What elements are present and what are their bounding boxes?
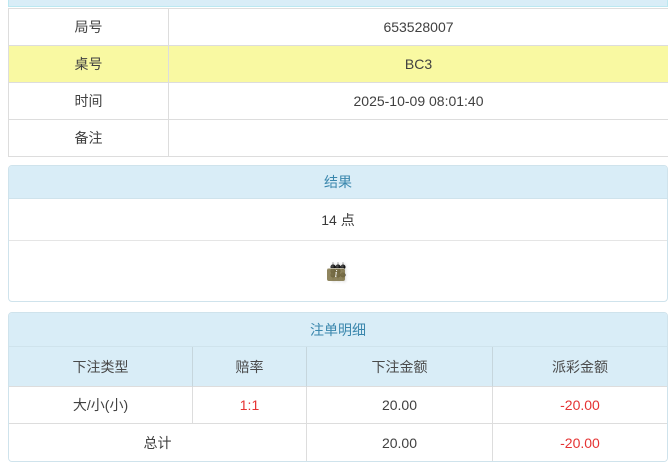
remark-label: 备注 (8, 119, 169, 157)
payout-amount-value: -20.00 (493, 387, 667, 424)
bet-details-title: 注单明细 (9, 313, 667, 347)
die-wrap: i (327, 262, 345, 281)
result-panel-title: 结果 (9, 166, 667, 199)
total-label: 总计 (9, 424, 307, 461)
table-row: 备注 (8, 119, 668, 157)
time-label: 时间 (8, 82, 169, 120)
result-points: 14 点 (9, 199, 667, 241)
table-row: 桌号 BC3 (8, 45, 668, 83)
col-header-payout-amount: 派彩金额 (493, 347, 667, 387)
page-content: 局号 653528007 桌号 BC3 时间 2025-10-09 08:01:… (8, 0, 668, 462)
bet-amount-value: 20.00 (307, 387, 493, 424)
table-number-value: BC3 (168, 45, 668, 83)
info-icon[interactable]: i (327, 268, 345, 281)
total-bet-amount: 20.00 (307, 424, 493, 461)
bet-details-panel: 注单明细 下注类型 赔率 下注金额 派彩金额 大/小(小) 1:1 20.00 … (8, 312, 668, 462)
odds-value: 1:1 (193, 387, 307, 424)
clipped-panel-header (8, 0, 668, 7)
total-payout-amount: -20.00 (493, 424, 667, 461)
round-number-label: 局号 (8, 8, 169, 46)
remark-value (168, 119, 668, 157)
time-value: 2025-10-09 08:01:40 (168, 82, 668, 120)
table-row: 时间 2025-10-09 08:01:40 (8, 82, 668, 120)
result-panel: 结果 14 点 i (8, 165, 668, 302)
game-info-table: 局号 653528007 桌号 BC3 时间 2025-10-09 08:01:… (8, 8, 668, 157)
bet-type-value: 大/小(小) (9, 387, 193, 424)
col-header-odds: 赔率 (193, 347, 307, 387)
col-header-bet-type: 下注类型 (9, 347, 193, 387)
dice-row: i (9, 241, 667, 301)
bet-details-table: 下注类型 赔率 下注金额 派彩金额 大/小(小) 1:1 20.00 -20.0… (9, 347, 667, 461)
table-row: 局号 653528007 (8, 8, 668, 46)
round-number-value: 653528007 (168, 8, 668, 46)
col-header-bet-amount: 下注金额 (307, 347, 493, 387)
table-number-label: 桌号 (8, 45, 169, 83)
